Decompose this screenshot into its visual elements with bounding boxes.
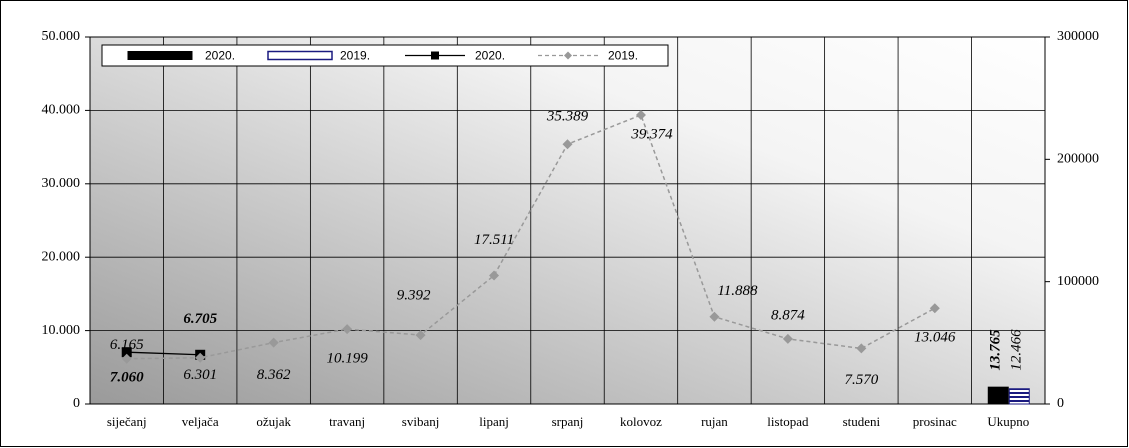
bar-value-label: 12.466 bbox=[1009, 329, 1025, 371]
x-tick-label: siječanj bbox=[107, 414, 147, 429]
marker bbox=[121, 347, 132, 358]
value-label: 6.705 bbox=[183, 311, 217, 327]
legend-marker bbox=[564, 51, 572, 60]
value-label: 17.511 bbox=[474, 232, 514, 248]
value-label: 9.392 bbox=[397, 288, 431, 304]
value-label: 39.374 bbox=[630, 126, 673, 142]
legend-marker bbox=[431, 51, 439, 60]
value-label: 8.362 bbox=[257, 367, 291, 383]
value-label: 13.046 bbox=[914, 330, 956, 346]
marker bbox=[562, 139, 573, 150]
x-tick-label: prosinac bbox=[913, 414, 957, 429]
legend-label: 2020. bbox=[205, 49, 235, 63]
legend-label: 2020. bbox=[475, 49, 505, 63]
y-tick-label: 0 bbox=[73, 396, 80, 411]
y2-tick-label: 0 bbox=[1057, 396, 1064, 411]
y2-tick-label: 300000 bbox=[1057, 29, 1099, 44]
x-tick-label: svibanj bbox=[402, 414, 440, 429]
bar-value-label: 13.765 bbox=[988, 329, 1004, 371]
x-tick-label: veljača bbox=[182, 414, 219, 429]
line bbox=[126, 114, 936, 360]
value-label: 10.199 bbox=[326, 351, 368, 367]
y-tick-label: 40.000 bbox=[42, 103, 81, 118]
y-tick-label: 50.000 bbox=[42, 29, 81, 44]
bar bbox=[987, 386, 1009, 405]
marker bbox=[489, 270, 500, 281]
legend-swatch bbox=[267, 50, 333, 61]
y-tick-label: 10.000 bbox=[42, 323, 81, 338]
y-tick-label: 30.000 bbox=[42, 176, 81, 191]
legend-swatch bbox=[127, 51, 193, 60]
marker bbox=[415, 330, 426, 341]
marker bbox=[709, 311, 720, 322]
y2-tick-label: 100000 bbox=[1057, 274, 1099, 289]
x-tick-label: rujan bbox=[701, 414, 728, 429]
x-tick-label: ožujak bbox=[256, 414, 291, 429]
value-label: 7.570 bbox=[844, 372, 878, 388]
x-tick-label: srpanj bbox=[552, 414, 584, 429]
legend-label: 2019. bbox=[608, 49, 638, 63]
plot-area bbox=[90, 37, 1045, 404]
marker bbox=[929, 303, 940, 314]
marker bbox=[856, 343, 867, 354]
legend: 2020. 2019. 2020. 2019. bbox=[101, 44, 669, 67]
marker bbox=[635, 109, 646, 120]
value-label: 6.165 bbox=[110, 337, 144, 353]
marker bbox=[268, 337, 279, 348]
legend-box bbox=[101, 44, 669, 67]
marker bbox=[342, 324, 353, 335]
plot-border bbox=[89, 36, 1046, 405]
value-label: 8.874 bbox=[771, 307, 805, 323]
bar bbox=[1008, 388, 1030, 405]
marker bbox=[195, 352, 206, 363]
marker bbox=[782, 333, 793, 344]
x-tick-label: listopad bbox=[767, 414, 809, 429]
marker bbox=[121, 353, 132, 364]
x-tick-label: travanj bbox=[329, 414, 365, 429]
value-label: 6.301 bbox=[183, 367, 217, 383]
value-label: 35.389 bbox=[546, 109, 589, 125]
x-tick-label: kolovoz bbox=[620, 414, 662, 429]
x-tick-label: studeni bbox=[843, 414, 881, 429]
x-tick-label: lipanj bbox=[479, 414, 509, 429]
value-label: 11.888 bbox=[717, 283, 758, 299]
line bbox=[126, 351, 201, 356]
x-tick-label: Ukupno bbox=[987, 414, 1029, 429]
y-tick-label: 20.000 bbox=[42, 249, 81, 264]
y2-tick-label: 200000 bbox=[1057, 152, 1099, 167]
legend-label: 2019. bbox=[340, 49, 370, 63]
value-label: 7.060 bbox=[110, 370, 144, 386]
